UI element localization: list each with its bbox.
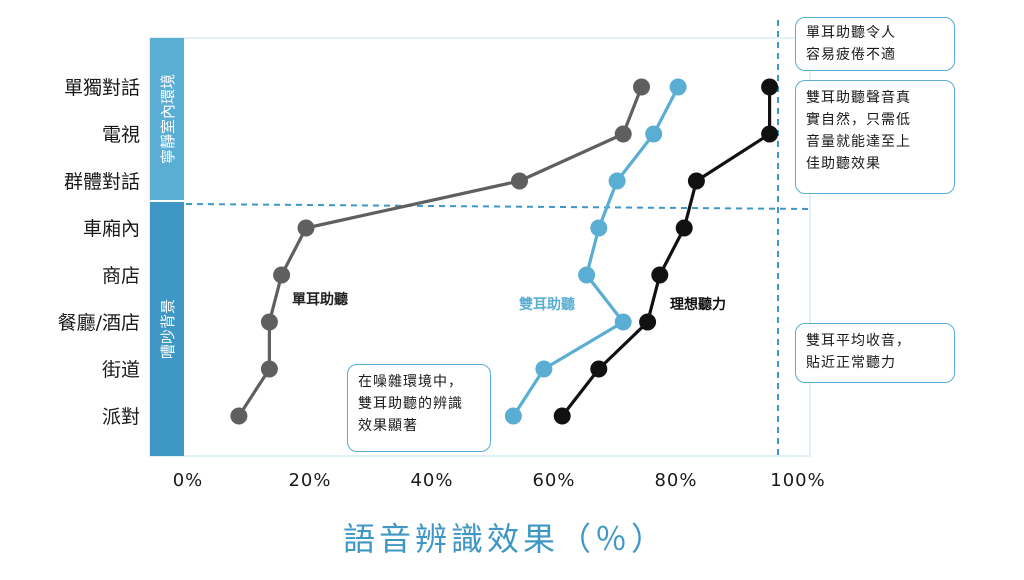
- data-point-單耳助聽-0: [633, 78, 650, 96]
- series-label-理想聽力: 理想聽力: [670, 296, 726, 313]
- data-point-雙耳助聽-6: [535, 360, 553, 378]
- data-point-單耳助聽-1: [614, 125, 632, 143]
- category-label-4: 商店: [102, 265, 140, 287]
- note-binaural-balanced: 雙耳平均收音， 貼近正常聽力: [795, 323, 955, 383]
- band-divider-line: [185, 203, 811, 210]
- band-label-quiet: 寧靜室內環境: [159, 74, 177, 164]
- data-point-雙耳助聽-4: [578, 266, 596, 284]
- data-point-單耳助聽-6: [260, 360, 278, 378]
- x-tick-label-2: 40%: [410, 470, 453, 491]
- series-label-雙耳助聽: 雙耳助聽: [519, 296, 575, 313]
- category-label-3: 車廂內: [83, 218, 140, 240]
- data-point-單耳助聽-7: [230, 407, 248, 425]
- data-point-雙耳助聽-1: [645, 125, 663, 143]
- series-line-理想聽力: [560, 87, 772, 417]
- x-tick-label-0: 0%: [173, 470, 204, 491]
- data-point-理想聽力-6: [590, 360, 608, 378]
- data-point-雙耳助聽-7: [504, 407, 522, 425]
- series-line-雙耳助聽: [512, 86, 680, 417]
- data-point-單耳助聽-3: [297, 219, 315, 237]
- x-axis-title: 語音辨識效果（％）: [343, 520, 667, 558]
- data-point-單耳助聽-4: [273, 266, 291, 284]
- data-point-理想聽力-3: [675, 219, 693, 237]
- category-label-2: 群體對話: [64, 171, 140, 193]
- data-point-理想聽力-0: [761, 78, 779, 96]
- x-tick-label-3: 60%: [532, 470, 575, 491]
- category-label-5: 餐廳/酒店: [58, 312, 140, 334]
- data-point-單耳助聽-5: [260, 313, 278, 331]
- data-point-理想聽力-1: [761, 125, 779, 143]
- series-label-單耳助聽: 單耳助聽: [292, 291, 348, 308]
- x-tick-label-1: 20%: [288, 470, 331, 491]
- data-point-雙耳助聽-2: [608, 172, 626, 190]
- x-tick-label-4: 80%: [654, 470, 697, 491]
- category-label-6: 街道: [102, 359, 140, 381]
- category-label-1: 電視: [102, 124, 140, 146]
- category-label-0: 單獨對話: [64, 77, 140, 99]
- data-point-理想聽力-4: [651, 266, 669, 284]
- category-label-7: 派對: [102, 406, 140, 428]
- note-noisy-environment: 在噪雜環境中， 雙耳助聽的辨識 效果顯著: [347, 364, 491, 452]
- data-point-雙耳助聽-3: [590, 219, 608, 237]
- quiet-band: [150, 38, 184, 200]
- data-point-理想聽力-7: [553, 407, 571, 425]
- band-label-noisy: 嘈吵背景: [159, 299, 177, 359]
- data-point-理想聽力-5: [639, 313, 657, 331]
- data-point-理想聽力-2: [687, 172, 705, 190]
- noisy-band: [150, 202, 184, 456]
- note-binaural-natural: 雙耳助聽聲音真 實自然，只需低 音量就能達至上 佳助聽效果: [795, 80, 955, 194]
- data-point-單耳助聽-2: [511, 172, 528, 190]
- data-point-雙耳助聽-5: [614, 313, 632, 331]
- data-point-雙耳助聽-0: [669, 78, 687, 96]
- x-tick-label-5: 100%: [770, 470, 825, 491]
- note-single-fatigue: 單耳助聽令人 容易疲倦不適: [795, 17, 955, 71]
